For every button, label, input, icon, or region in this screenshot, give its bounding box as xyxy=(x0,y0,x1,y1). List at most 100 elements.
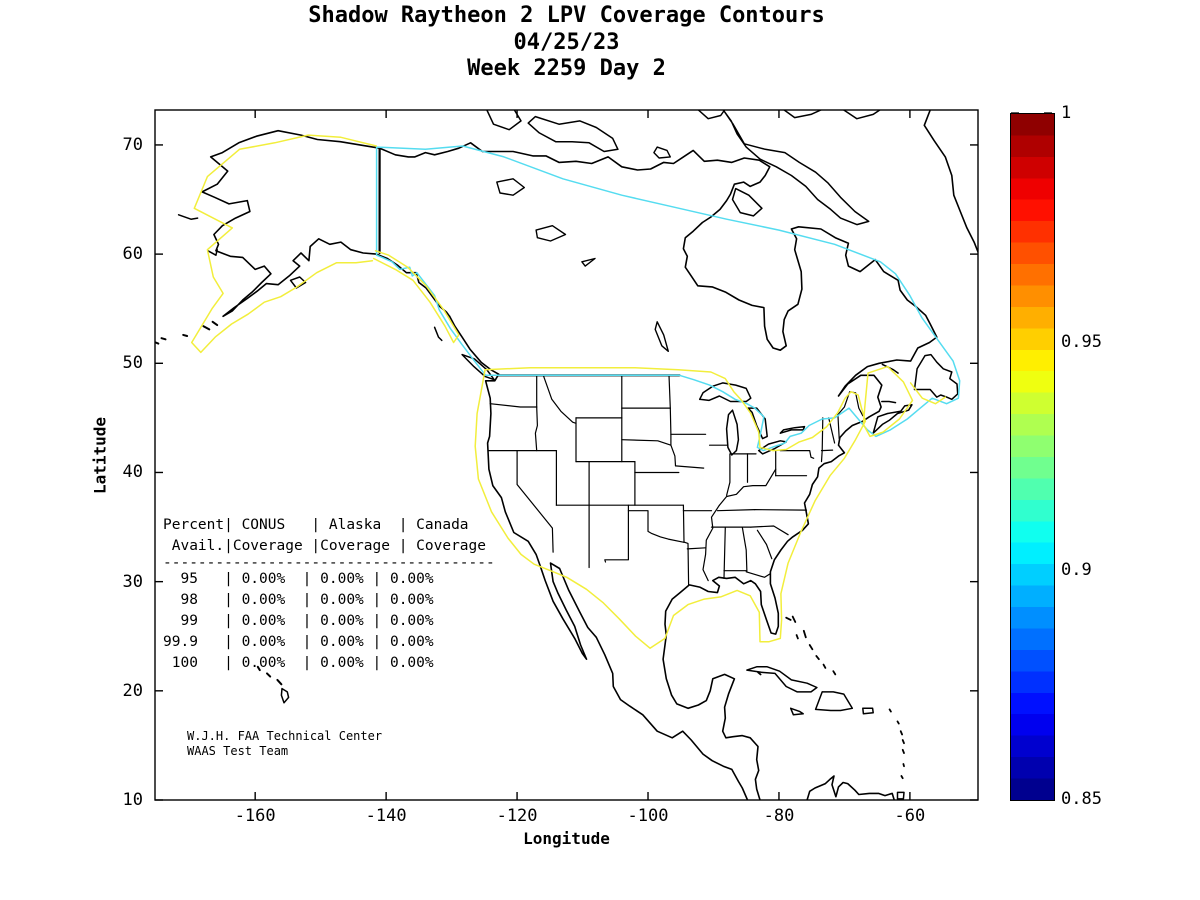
x-tick-label: -160 xyxy=(234,806,276,826)
table-header-row2: Avail.|Coverage |Coverage | Coverage xyxy=(163,538,487,554)
bahamas-1 xyxy=(785,616,792,621)
colorbar-tick-label: 1 xyxy=(1061,103,1072,123)
antilles-3 xyxy=(899,730,903,736)
lake-michigan xyxy=(725,409,740,456)
y-axis-label: Latitude xyxy=(90,416,110,495)
contour-090-canada xyxy=(375,145,961,452)
great-slave-lake xyxy=(535,225,567,242)
cuba xyxy=(746,666,818,693)
hawaii-kauai xyxy=(256,665,261,672)
lake-huron xyxy=(747,407,768,440)
antilles-6 xyxy=(902,763,905,768)
x-tick-label: -120 xyxy=(496,806,538,826)
hawaii-oahu xyxy=(266,672,272,678)
state-ca-nv xyxy=(516,450,554,553)
state-ga-fl xyxy=(745,571,771,578)
antilles-2 xyxy=(896,720,900,725)
title-week: Week 2259 Day 2 xyxy=(467,56,666,81)
state-ms-al xyxy=(723,526,726,579)
nunivak-island xyxy=(207,248,218,256)
state-nm-tx xyxy=(604,504,629,563)
state-red-river xyxy=(668,374,677,467)
antilles-7 xyxy=(900,775,904,780)
greenland-coast xyxy=(923,110,978,253)
title-date: 04/25/23 xyxy=(513,30,620,55)
aleutian-2 xyxy=(160,337,167,341)
y-tick-label: 60 xyxy=(122,244,143,265)
colorbar-tick-label: 0.9 xyxy=(1061,560,1092,581)
table-row: 100 | 0.00% | 0.00% | 0.00% xyxy=(163,655,434,671)
lake-athabasca xyxy=(581,257,596,267)
state-ga-sc xyxy=(756,529,773,560)
nova-scotia xyxy=(872,404,913,434)
victoria-island xyxy=(527,115,619,153)
bahamas-5 xyxy=(808,644,814,651)
y-tick-label: 20 xyxy=(122,680,143,701)
great-bear-lake xyxy=(496,178,525,196)
table-rule: -------------------------------------- xyxy=(163,555,495,571)
bahamas-2 xyxy=(791,615,797,623)
state-tx-ok xyxy=(627,510,685,543)
state-ny-vt xyxy=(820,417,824,463)
coverage-table: Percent| CONUS | Alaska | Canada Avail.|… xyxy=(163,515,495,674)
lake-winnipeg xyxy=(654,321,669,352)
prince-edward-island xyxy=(881,400,897,404)
bahamas-7 xyxy=(822,663,827,669)
contour-095-maritimes xyxy=(862,365,914,438)
state-va-nc xyxy=(754,509,808,511)
x-tick-label: -140 xyxy=(365,806,407,826)
trinidad xyxy=(896,791,905,800)
st-lawrence-island xyxy=(177,214,199,220)
table-row: 99 | 0.00% | 0.00% | 0.00% xyxy=(163,613,434,629)
lake-superior xyxy=(698,382,752,403)
state-or-id xyxy=(534,406,538,452)
antilles-4 xyxy=(901,739,905,745)
anticosti-island xyxy=(881,363,899,374)
y-tick-label: 50 xyxy=(122,353,143,374)
x-axis-label: Longitude xyxy=(523,829,610,848)
state-il-in xyxy=(726,453,731,496)
state-nh-me xyxy=(837,414,840,440)
colorbar xyxy=(1010,113,1055,801)
ellesmere-1 xyxy=(783,110,822,119)
y-tick-label: 40 xyxy=(122,462,143,483)
lake-ontario xyxy=(779,425,806,434)
baffin-island xyxy=(722,110,870,226)
haida-gwaii xyxy=(433,326,443,342)
state-al-ga xyxy=(741,526,748,573)
x-tick-label: -60 xyxy=(894,806,926,826)
aleutian-4 xyxy=(202,325,211,331)
state-ny-pa xyxy=(779,450,815,459)
antilles-5 xyxy=(901,748,905,754)
y-tick-label: 30 xyxy=(122,571,143,592)
contour-095-conus xyxy=(474,366,867,649)
credit-line2: WAAS Test Team xyxy=(187,744,289,758)
bahamas-6 xyxy=(815,655,820,661)
credit-line1: W.J.H. FAA Technical Center xyxy=(187,729,383,743)
bahamas-3 xyxy=(795,634,799,640)
vancouver-island xyxy=(461,353,495,381)
y-tick-label: 10 xyxy=(122,790,143,810)
colorbar-tick-label: 0.85 xyxy=(1061,789,1102,809)
contour-095-panhandle xyxy=(372,250,460,344)
state-ohio-river xyxy=(718,468,777,506)
state-ma-ct-42 xyxy=(820,449,834,452)
antilles-1 xyxy=(888,708,892,713)
kodiak-island xyxy=(289,276,307,289)
x-tick-label: -80 xyxy=(763,806,795,826)
banks-island xyxy=(486,110,522,131)
x-tick-label: -100 xyxy=(627,806,669,826)
state-ia-mo xyxy=(674,465,705,469)
pacific-coast-mexico xyxy=(448,315,749,800)
state-nc-sc xyxy=(750,525,789,536)
state-wa-or xyxy=(489,403,538,408)
colorbar-tick-label: 0.95 xyxy=(1061,331,1102,352)
southampton-island xyxy=(731,187,763,217)
state-mt-id-diag xyxy=(542,374,577,424)
aleutian-1 xyxy=(155,341,160,345)
table-row: 99.9 | 0.00% | 0.00% | 0.00% xyxy=(163,634,434,650)
page-title: Shadow Raytheon 2 LPV Coverage Contours xyxy=(308,3,825,28)
table-header-row1: Percent| CONUS | Alaska | Canada xyxy=(163,517,469,533)
state-ky-tn xyxy=(716,509,756,512)
